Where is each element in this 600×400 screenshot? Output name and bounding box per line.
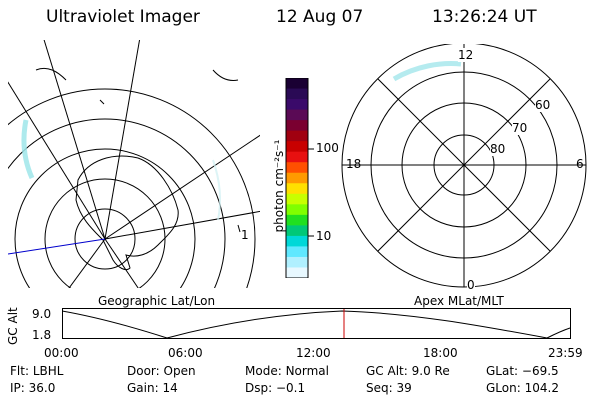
colorbar-band: [286, 162, 308, 174]
colorbar-unit-label: photon cm⁻²s⁻¹: [272, 139, 286, 233]
status-flt: Flt: LBHL: [10, 364, 64, 378]
status-glon: GLon: 104.2: [486, 381, 559, 395]
mlt-label-0: 0: [467, 278, 475, 292]
status-dsp: Dsp: −0.1: [245, 381, 306, 395]
time-tick-1200: 12:00: [296, 346, 331, 360]
colorbar-band: [286, 120, 308, 132]
time-label: 13:26:24 UT: [432, 7, 537, 27]
colorbar-band: [286, 151, 308, 163]
colorbar-band: [286, 88, 308, 100]
auroral-oval-geo: [21, 119, 35, 180]
colorbar-band: [286, 99, 308, 111]
colorbar-band: [286, 235, 308, 247]
colorbar-band: [286, 204, 308, 216]
time-tick-2359: 23:59: [548, 346, 583, 360]
color-scale-bar: [285, 78, 314, 278]
status-door: Door: Open: [127, 364, 196, 378]
mlat-label-80: 80: [490, 142, 506, 156]
geographic-caption: Geographic Lat/Lon: [98, 294, 216, 308]
mlt-label-6: 6: [576, 157, 584, 171]
colorbar-band: [286, 214, 308, 226]
nadir-line: [8, 238, 106, 255]
apex-caption: Apex MLat/MLT: [414, 294, 504, 308]
altitude-tick-min: 1.8: [32, 328, 52, 342]
mlat-label-70: 70: [512, 121, 528, 135]
date-label: 12 Aug 07: [276, 7, 364, 27]
colorbar-band: [286, 109, 308, 121]
colorbar-band: [286, 183, 308, 195]
status-gc-alt: GC Alt: 9.0 Re: [366, 364, 450, 378]
mlt-label-18: 18: [346, 157, 362, 171]
colorbar-band: [286, 246, 308, 258]
colorbar-band: [286, 130, 308, 142]
colorbar-band: [286, 193, 308, 205]
altitude-strip-plot: [62, 308, 571, 339]
status-seq: Seq: 39: [366, 381, 412, 395]
altitude-ylabel: GC Alt: [6, 307, 20, 345]
status-gain: Gain: 14: [127, 381, 178, 395]
colorbar-band: [286, 78, 308, 90]
colorbar-band: [286, 172, 308, 184]
auroral-oval-polar: [392, 61, 462, 82]
instrument-title: Ultraviolet Imager: [46, 7, 200, 27]
status-mode: Mode: Normal: [245, 364, 329, 378]
status-glat: GLat: −69.5: [486, 364, 559, 378]
colorbar-band: [286, 267, 308, 278]
side-mark: 1: [241, 228, 249, 242]
colorbar-band: [286, 141, 308, 153]
mlt-label-12: 12: [458, 48, 474, 62]
time-tick-1800: 18:00: [423, 346, 458, 360]
status-ip: IP: 36.0: [10, 381, 56, 395]
polar-mlat-mlt-plot: [341, 44, 587, 288]
altitude-tick-max: 9.0: [32, 307, 52, 321]
colorbar-tick-10: 10: [316, 229, 332, 243]
mlat-label-60: 60: [535, 98, 551, 112]
colorbar-band: [286, 256, 308, 268]
time-tick-0000: 00:00: [44, 346, 79, 360]
time-tick-0600: 06:00: [168, 346, 203, 360]
colorbar-tick-100: 100: [316, 141, 339, 155]
geographic-map: [8, 40, 260, 288]
colorbar-band: [286, 225, 308, 237]
